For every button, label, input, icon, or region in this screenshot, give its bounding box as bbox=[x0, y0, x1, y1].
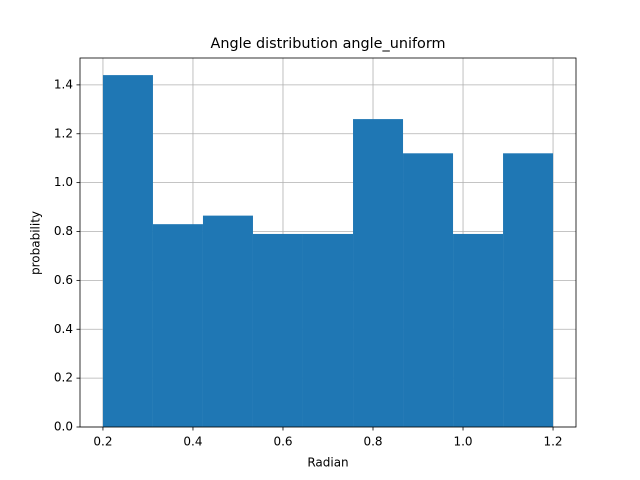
chart-title: Angle distribution angle_uniform bbox=[210, 36, 445, 52]
y-axis-label: probability bbox=[29, 211, 43, 275]
x-tick-label: 0.2 bbox=[93, 435, 112, 449]
x-tick-label: 0.6 bbox=[273, 435, 292, 449]
axes: 0.2 0.4 0.6 0.8 1.0 1.2 0.0 0.2 0.4 0.6 0.8 1.0 1.2 1… bbox=[54, 57, 577, 449]
y-tick-label: 0.4 bbox=[54, 322, 73, 336]
y-tick-label: 1.2 bbox=[54, 126, 73, 140]
x-tick-label: 0.4 bbox=[183, 435, 202, 449]
bar bbox=[503, 153, 554, 428]
bar bbox=[302, 233, 354, 427]
y-tick-label: 0.8 bbox=[54, 224, 73, 238]
y-tick-label: 1.0 bbox=[54, 175, 73, 189]
y-tick-label: 1.4 bbox=[54, 77, 73, 91]
plot-frame bbox=[79, 57, 577, 428]
bar bbox=[453, 233, 504, 427]
x-tick-label: 1.2 bbox=[543, 435, 562, 449]
y-tick-label: 0.2 bbox=[54, 371, 73, 385]
bar bbox=[353, 119, 404, 427]
bars bbox=[102, 75, 554, 428]
y-tick-label: 0.6 bbox=[54, 273, 73, 287]
y-tick-label: 0.0 bbox=[54, 420, 73, 434]
bar bbox=[102, 75, 153, 427]
bar bbox=[252, 233, 303, 427]
bar bbox=[152, 224, 203, 427]
bar bbox=[403, 153, 454, 428]
x-tick-label: 0.8 bbox=[363, 435, 382, 449]
x-tick-label: 1.0 bbox=[453, 435, 472, 449]
bar bbox=[202, 215, 253, 427]
x-axis-label: Radian bbox=[307, 456, 348, 470]
